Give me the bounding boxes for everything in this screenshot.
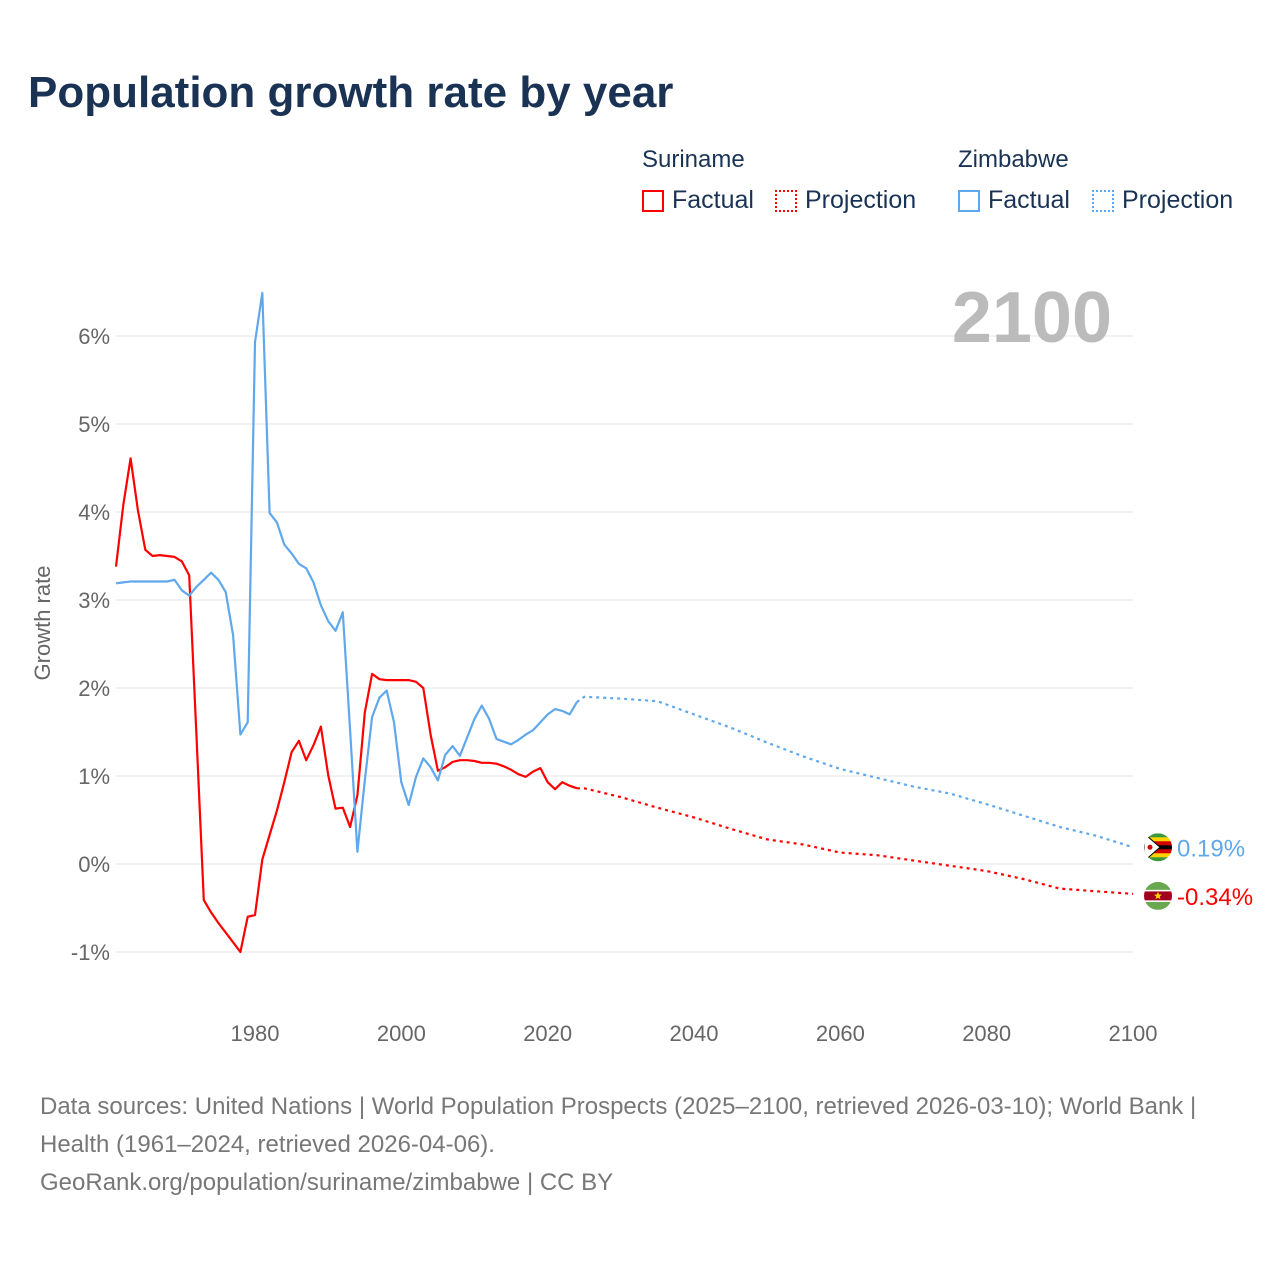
y-axis-label: Growth rate	[30, 566, 55, 681]
x-tick-label: 2000	[377, 1021, 426, 1046]
legend-zimbabwe-projection[interactable]: Projection	[1092, 186, 1233, 215]
x-tick-label: 2020	[523, 1021, 572, 1046]
legend-label: Factual	[988, 186, 1070, 214]
plot-area: -1% 0% 1% 2% 3% 4% 5% 6% 1980 2000 2020 2040 2060 208…	[30, 278, 1253, 1046]
suriname-flag-icon	[1144, 881, 1172, 910]
end-value-label-suriname: -0.34%	[1177, 884, 1253, 911]
legend-zimbabwe-factual[interactable]: Factual	[958, 186, 1070, 215]
y-tick-label: 5%	[78, 412, 110, 437]
legend-swatch-dotted	[775, 189, 797, 212]
legend-group-zimbabwe: Zimbabwe	[958, 146, 1069, 173]
x-tick-label: 2040	[670, 1021, 719, 1046]
legend-label: Factual	[672, 186, 754, 214]
y-tick-label: 0%	[78, 852, 110, 877]
source-note: Data sources: United Nations | World Pop…	[40, 1088, 1240, 1202]
x-tick-label: 2080	[962, 1021, 1011, 1046]
y-tick-label: 6%	[78, 324, 110, 349]
x-tick-label: 2100	[1109, 1021, 1158, 1046]
legend-swatch-solid	[958, 189, 980, 212]
chart-title: Population growth rate by year	[28, 68, 674, 117]
source-link[interactable]: GeoRank.org/population/suriname/zimbabwe…	[40, 1169, 614, 1196]
y-tick-label: 2%	[78, 676, 110, 701]
y-tick-label: -1%	[71, 940, 110, 965]
source-line: Data sources: United Nations | World Pop…	[40, 1093, 1197, 1158]
series-line-suriname-factual	[114, 457, 578, 954]
legend-group-suriname: Suriname	[642, 146, 745, 173]
y-tick-label: 4%	[78, 500, 110, 525]
legend-swatch-dotted	[1092, 189, 1114, 212]
series-line-zimbabwe-projection	[576, 695, 1134, 849]
year-label: 2100	[952, 278, 1112, 358]
x-tick-label: 2060	[816, 1021, 865, 1046]
series-line-suriname-projection	[576, 787, 1134, 895]
legend-suriname-projection[interactable]: Projection	[775, 186, 916, 215]
legend-suriname-factual[interactable]: Factual	[642, 186, 754, 215]
legend-label: Projection	[805, 186, 917, 214]
zimbabwe-flag-icon	[1144, 833, 1172, 862]
x-tick-label: 1980	[231, 1021, 280, 1046]
legend-swatch-solid	[642, 189, 664, 212]
series-line-zimbabwe-factual	[115, 291, 578, 853]
y-tick-label: 3%	[78, 588, 110, 613]
y-tick-label: 1%	[78, 764, 110, 789]
legend-label: Projection	[1122, 186, 1234, 214]
end-value-label-zimbabwe: 0.19%	[1177, 835, 1245, 862]
